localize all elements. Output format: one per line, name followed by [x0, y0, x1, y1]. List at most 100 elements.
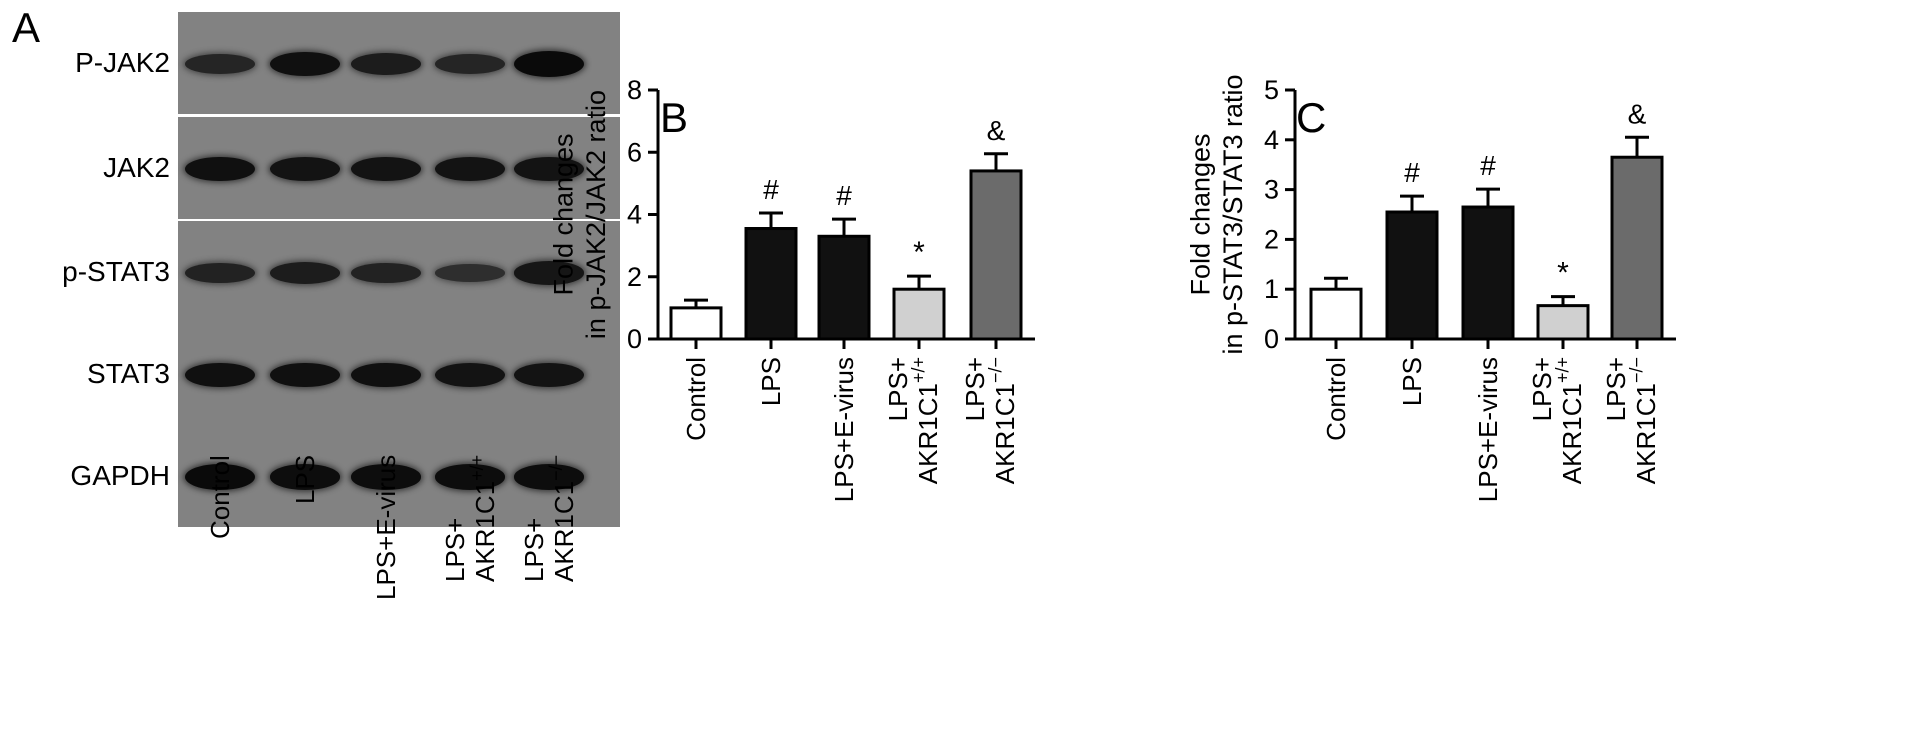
x-tick-label-line: AKR1C1 — [990, 383, 1020, 484]
y-tick-label: 4 — [627, 200, 642, 230]
y-axis-label-line: in p-STAT3/STAT3 ratio — [1218, 74, 1248, 354]
y-tick-label: 5 — [1264, 75, 1279, 105]
panel-letter-c: C — [1296, 94, 1327, 141]
x-tick-label-line: LPS+ — [883, 357, 913, 421]
blot-band — [270, 51, 340, 77]
blot-band — [185, 156, 255, 182]
panel-letter-a: A — [12, 4, 41, 51]
bar — [969, 169, 1023, 341]
blot-row-label: p-STAT3 — [62, 256, 170, 287]
y-tick-label: 1 — [1264, 274, 1279, 304]
x-tick-label: LPS+AKR1C1−/− — [1601, 357, 1661, 484]
significance-marker: & — [1628, 98, 1647, 129]
blot-band — [351, 262, 421, 284]
y-axis-label-line: in p-JAK2/JAK2 ratio — [581, 90, 611, 339]
x-tick-label-line: LPS — [756, 357, 786, 406]
x-tick-label-line: AKR1C1 — [913, 383, 943, 484]
x-tick-label-line: LPS+E-virus — [829, 357, 859, 502]
x-tick-label: LPS+AKR1C1+/+ — [883, 357, 943, 484]
blot-band — [185, 362, 255, 388]
y-tick-label: 0 — [627, 324, 642, 354]
blot-band — [514, 363, 584, 387]
blot-band — [351, 362, 421, 388]
significance-marker: # — [763, 174, 779, 205]
blot-row-label: P-JAK2 — [75, 47, 170, 78]
bar-chart-stat3: Fold changesin p-STAT3/STAT3 ratio 0 1 2 3 4 5… — [1185, 74, 1676, 502]
blot-lane-label: Control — [205, 455, 235, 539]
significance-marker: # — [1480, 150, 1496, 181]
bar — [744, 227, 798, 341]
bar-chart-jak2: Fold changesin p-JAK2/JAK2 ratio 0 2 4 6 8 Con… — [548, 75, 1035, 502]
x-tick-label-line: LPS+ — [1601, 357, 1631, 421]
blot-lane-label: LPS+ AKR1C1+/+ — [440, 454, 500, 582]
blot-band — [185, 464, 255, 490]
y-tick-label: 4 — [1264, 125, 1279, 155]
blot-row-label: GAPDH — [70, 460, 170, 491]
significance-marker: * — [913, 236, 925, 269]
bar — [1610, 155, 1664, 341]
blot-band — [270, 157, 340, 181]
blot-band — [351, 157, 421, 181]
blot-lane-label: LPS — [290, 454, 320, 504]
x-tick-label-line: LPS+ — [960, 357, 990, 421]
blot-band — [435, 157, 505, 181]
x-tick-label-superscript: −/− — [1626, 357, 1646, 383]
bar — [1536, 304, 1590, 341]
blot-band — [435, 363, 505, 387]
x-tick-label-line: AKR1C1 — [1631, 383, 1661, 484]
y-tick-label: 2 — [1264, 224, 1279, 254]
blot-band — [435, 54, 505, 74]
blot-band — [514, 464, 584, 490]
blot-row-label: STAT3 — [87, 358, 170, 389]
significance-marker: & — [987, 115, 1006, 146]
x-tick-label: Control — [681, 357, 711, 441]
blot-band — [514, 261, 584, 285]
blot-band — [514, 157, 584, 181]
blot-row-label: JAK2 — [103, 152, 170, 183]
blot-band — [185, 54, 255, 74]
x-tick-label-line: LPS+ — [1527, 357, 1557, 421]
y-axis-label: Fold changesin p-JAK2/JAK2 ratio — [548, 90, 610, 339]
blot-band — [435, 464, 505, 490]
x-tick-label: LPS+AKR1C1−/− — [960, 357, 1020, 484]
x-tick-label-line: LPS+E-virus — [1473, 357, 1503, 502]
blot-band — [270, 464, 340, 490]
x-tick-label-line: LPS — [1397, 357, 1427, 406]
x-tick-label: Control — [1321, 357, 1351, 441]
bar — [669, 306, 723, 341]
significance-marker: # — [836, 180, 852, 211]
x-tick-label-superscript: +/+ — [908, 357, 928, 383]
x-tick-label-superscript: −/− — [985, 357, 1005, 383]
x-tick-label: LPS — [756, 357, 786, 406]
bar — [1309, 287, 1363, 341]
significance-marker: * — [1557, 257, 1569, 290]
bar — [1385, 210, 1439, 341]
bar — [1461, 205, 1515, 341]
y-axis-label: Fold changesin p-STAT3/STAT3 ratio — [1185, 74, 1247, 354]
blot-band — [351, 53, 421, 75]
blot-lane-label: LPS+ AKR1C1−/− — [519, 454, 579, 582]
blot-band — [270, 362, 340, 388]
x-tick-label-line: AKR1C1 — [1557, 383, 1587, 484]
x-tick-label: LPS — [1397, 357, 1427, 406]
x-tick-label-line: Control — [681, 357, 711, 441]
y-tick-label: 8 — [627, 75, 642, 105]
x-tick-label: LPS+E-virus — [1473, 357, 1503, 502]
bar — [892, 287, 946, 341]
x-tick-label-superscript: +/+ — [1552, 357, 1572, 383]
x-tick-label-line: Control — [1321, 357, 1351, 441]
y-axis-label-line: Fold changes — [1185, 133, 1215, 295]
y-axis-label-line: Fold changes — [548, 133, 578, 295]
blot-band — [514, 51, 584, 77]
bar — [817, 234, 871, 341]
y-tick-label: 0 — [1264, 324, 1279, 354]
blot-lane-label: LPS+E-virus — [371, 454, 401, 600]
blot-band — [185, 262, 255, 284]
y-tick-label: 3 — [1264, 175, 1279, 205]
panel-letter-b: B — [660, 94, 689, 141]
y-tick-label: 2 — [627, 262, 642, 292]
blot-band — [435, 264, 505, 282]
x-tick-label: LPS+E-virus — [829, 357, 859, 502]
blot-band — [351, 464, 421, 490]
y-tick-label: 6 — [627, 137, 642, 167]
